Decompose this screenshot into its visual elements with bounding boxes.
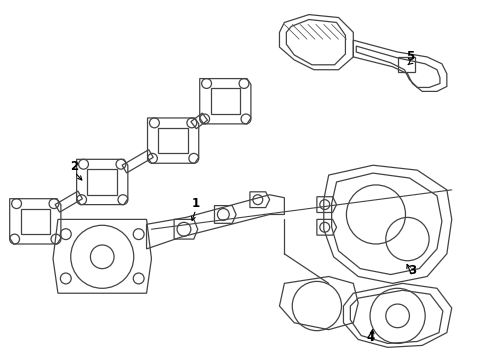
Text: 4: 4 (367, 331, 375, 344)
Bar (158, 128, 188, 153)
Text: 2: 2 (71, 160, 79, 173)
Text: 5: 5 (406, 50, 415, 63)
Bar (211, 89, 240, 114)
Bar (88, 169, 117, 195)
Bar (397, 57, 416, 72)
Bar (21, 208, 50, 234)
Text: 3: 3 (408, 264, 416, 277)
Text: 1: 1 (192, 197, 200, 210)
